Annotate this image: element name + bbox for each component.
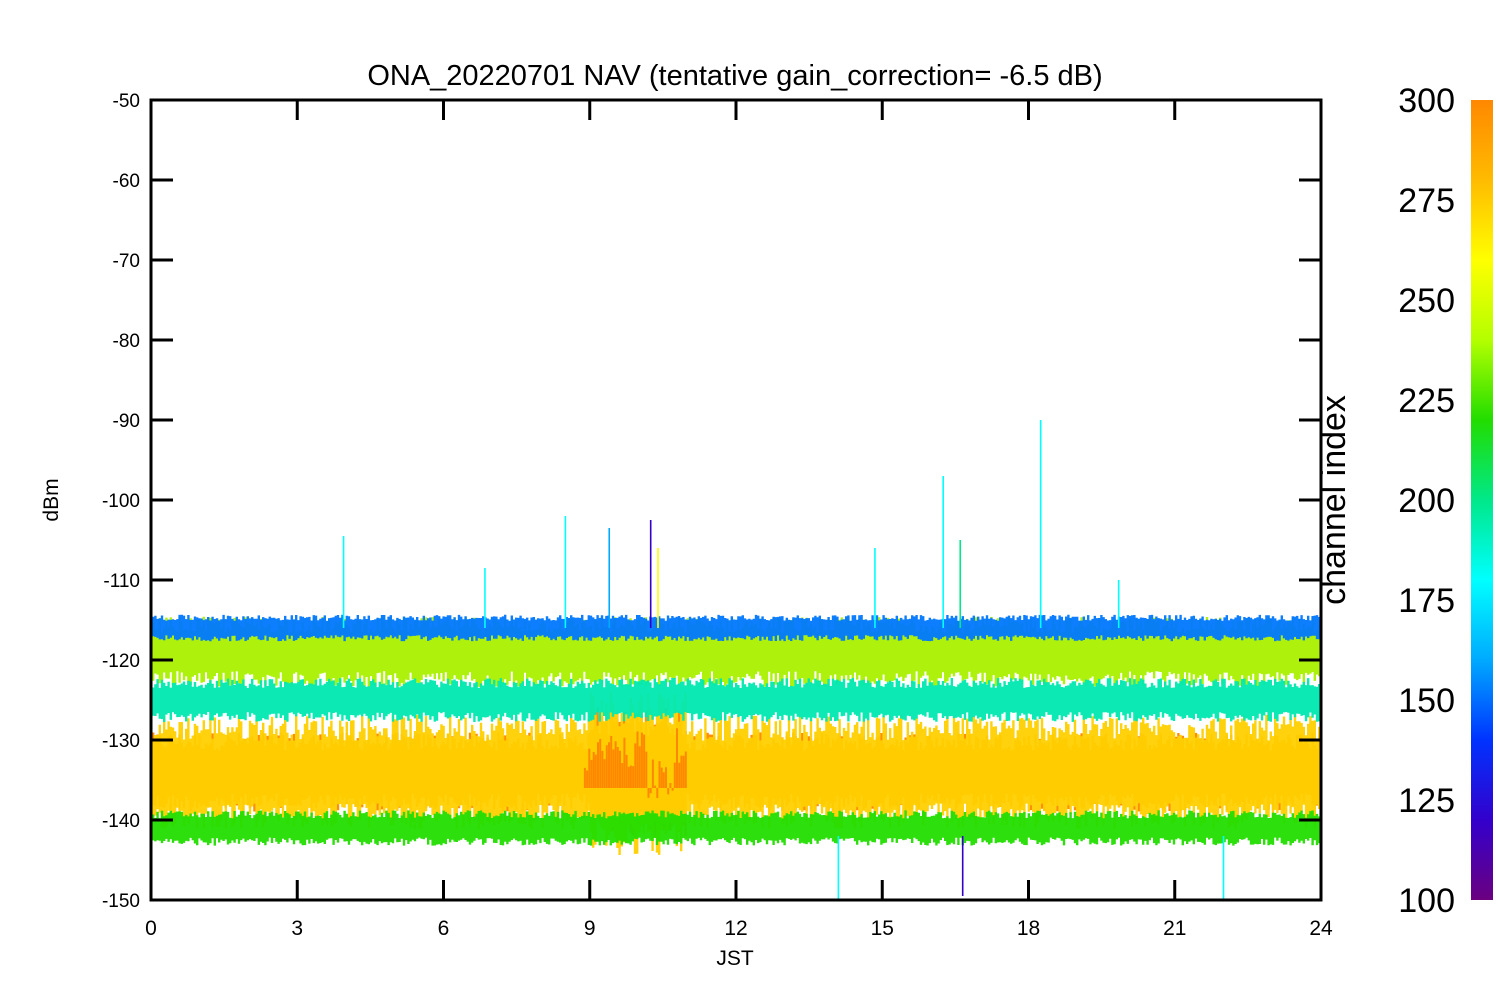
colorbar-label: channel index xyxy=(1315,395,1353,605)
x-tick-label: 24 xyxy=(1309,917,1333,940)
band-trace xyxy=(151,691,1321,855)
y-tick-label: -150 xyxy=(102,891,140,912)
x-tick-label: 3 xyxy=(291,917,303,940)
activity-bursts xyxy=(583,728,687,798)
band-trace xyxy=(151,810,1321,846)
y-axis-label: dBm xyxy=(40,478,63,521)
x-axis-label: JST xyxy=(716,947,754,970)
colorbar-tick-label: 175 xyxy=(1398,582,1455,620)
y-tick-label: -110 xyxy=(103,571,140,592)
colorbar-tick-label: 200 xyxy=(1398,482,1455,520)
y-tick-label: -80 xyxy=(113,331,140,352)
x-tick-label: 21 xyxy=(1163,917,1186,940)
band-trace xyxy=(151,614,1321,642)
chart-title: ONA_20220701 NAV (tentative gain_correct… xyxy=(367,60,1102,92)
plot-area xyxy=(151,420,1321,900)
colorbar-tick-label: 225 xyxy=(1398,382,1455,420)
y-tick-label: -70 xyxy=(113,251,140,272)
colorbar-tick-label: 100 xyxy=(1398,882,1455,920)
y-tick-label: -50 xyxy=(113,91,140,112)
colorbar-tick-label: 275 xyxy=(1398,182,1455,220)
x-tick-label: 18 xyxy=(1017,917,1040,940)
colorbar-tick-label: 300 xyxy=(1398,82,1455,120)
band-series-ch160 xyxy=(151,614,1321,642)
colorbar-tick-label: 250 xyxy=(1398,282,1455,320)
y-tick-label: -100 xyxy=(102,491,140,512)
band-series-ch280 xyxy=(151,691,1321,855)
x-axis: 0 3 6 9 12 15 18 21 24 xyxy=(145,100,1333,940)
colorbar-ticks: 300 275 250 225 200 175 150 125 100 xyxy=(1398,82,1455,920)
y-tick-label: -90 xyxy=(113,411,140,432)
y-tick-label: -120 xyxy=(102,651,140,672)
spikes xyxy=(342,420,1225,900)
y-axis: -50 -60 -70 -80 -90 -100 -110 -120 -130 -140 -150 xyxy=(102,91,1321,912)
y-tick-label: -60 xyxy=(113,171,140,192)
band-trace xyxy=(151,616,1321,688)
colorbar-tick-label: 125 xyxy=(1398,782,1455,820)
colorbar-tick-label: 150 xyxy=(1398,682,1455,720)
activity-trace xyxy=(583,728,687,798)
y-tick-label: -130 xyxy=(102,731,140,752)
y-tick-label: -140 xyxy=(102,811,140,832)
x-tick-label: 9 xyxy=(584,917,596,940)
band-trace xyxy=(151,678,1321,722)
colorbar: 300 275 250 225 200 175 150 125 100 channel inde… xyxy=(1315,82,1493,920)
x-tick-label: 12 xyxy=(724,917,747,940)
band-series-ch255 xyxy=(151,616,1321,688)
band-series-ch190 xyxy=(151,678,1321,722)
colorbar-gradient xyxy=(1471,100,1493,900)
x-tick-label: 0 xyxy=(145,917,157,940)
x-tick-label: 6 xyxy=(438,917,450,940)
x-tick-label: 15 xyxy=(871,917,894,940)
band-series-ch235 xyxy=(151,810,1321,846)
